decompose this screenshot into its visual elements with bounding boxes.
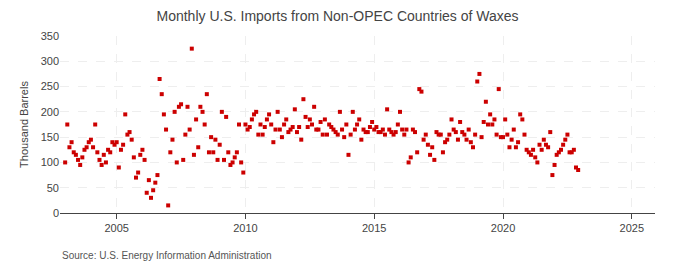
svg-text:250: 250 — [41, 80, 59, 92]
svg-text:150: 150 — [41, 131, 59, 143]
svg-text:Thousand Barrels: Thousand Barrels — [18, 81, 30, 168]
svg-text:0: 0 — [53, 207, 59, 219]
svg-text:2020: 2020 — [491, 222, 515, 234]
svg-text:50: 50 — [47, 182, 59, 194]
svg-text:100: 100 — [41, 156, 59, 168]
svg-text:200: 200 — [41, 106, 59, 118]
svg-text:Source: U.S. Energy Informatio: Source: U.S. Energy Information Administ… — [62, 250, 272, 261]
svg-text:300: 300 — [41, 55, 59, 67]
svg-text:2010: 2010 — [233, 222, 257, 234]
svg-text:2015: 2015 — [362, 222, 386, 234]
svg-text:2005: 2005 — [104, 222, 128, 234]
svg-text:Monthly U.S. Imports from Non-: Monthly U.S. Imports from Non-OPEC Count… — [156, 8, 518, 24]
svg-text:2025: 2025 — [620, 222, 644, 234]
svg-text:350: 350 — [41, 30, 59, 42]
